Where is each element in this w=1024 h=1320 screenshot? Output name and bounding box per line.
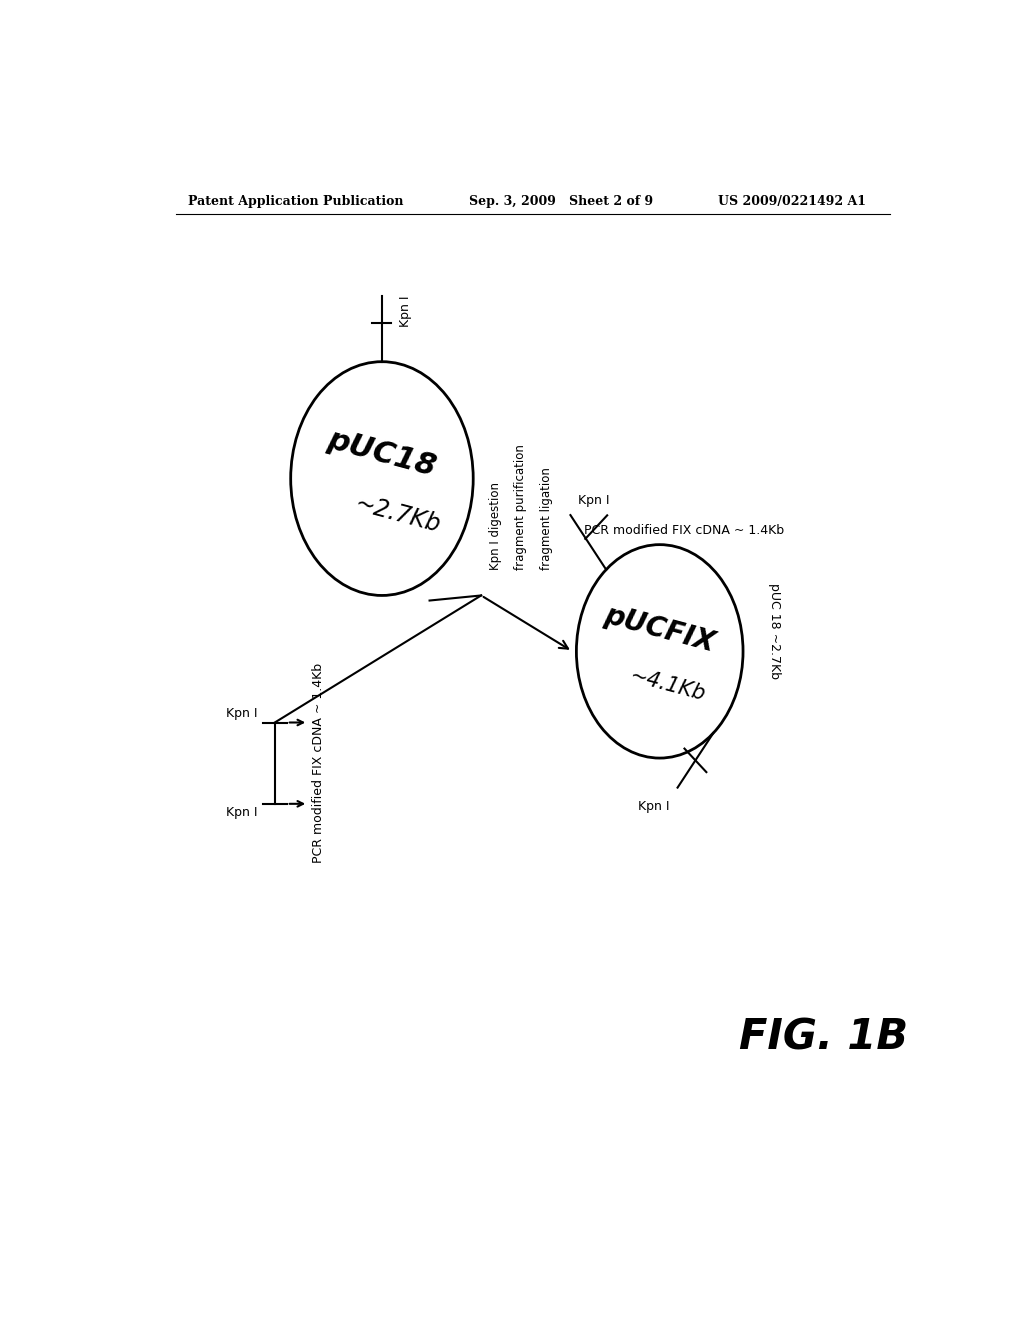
Text: FIG. 1B: FIG. 1B — [739, 1016, 908, 1059]
Text: pUC 18 ~2.7Kb: pUC 18 ~2.7Kb — [768, 583, 781, 678]
Text: pUC18: pUC18 — [325, 425, 439, 482]
Text: ~4.1Kb: ~4.1Kb — [628, 665, 708, 705]
Text: PCR modified FIX cDNA ~ 1.4Kb: PCR modified FIX cDNA ~ 1.4Kb — [312, 663, 325, 863]
Text: Kpn I: Kpn I — [579, 494, 610, 507]
Text: US 2009/0221492 A1: US 2009/0221492 A1 — [718, 194, 866, 207]
Text: Kpn I: Kpn I — [638, 800, 670, 813]
Text: fragment purification: fragment purification — [514, 444, 527, 570]
Text: fragment ligation: fragment ligation — [540, 467, 553, 570]
Text: pUCFIX: pUCFIX — [601, 601, 718, 657]
Text: Kpn I digestion: Kpn I digestion — [489, 482, 502, 570]
Text: Sep. 3, 2009   Sheet 2 of 9: Sep. 3, 2009 Sheet 2 of 9 — [469, 194, 653, 207]
Text: ~2.7Kb: ~2.7Kb — [352, 491, 443, 537]
Text: Kpn I: Kpn I — [226, 805, 257, 818]
Text: PCR modified FIX cDNA ~ 1.4Kb: PCR modified FIX cDNA ~ 1.4Kb — [585, 524, 784, 536]
Text: Kpn I: Kpn I — [226, 708, 257, 721]
Text: Kpn I: Kpn I — [399, 296, 413, 327]
Text: Patent Application Publication: Patent Application Publication — [187, 194, 403, 207]
